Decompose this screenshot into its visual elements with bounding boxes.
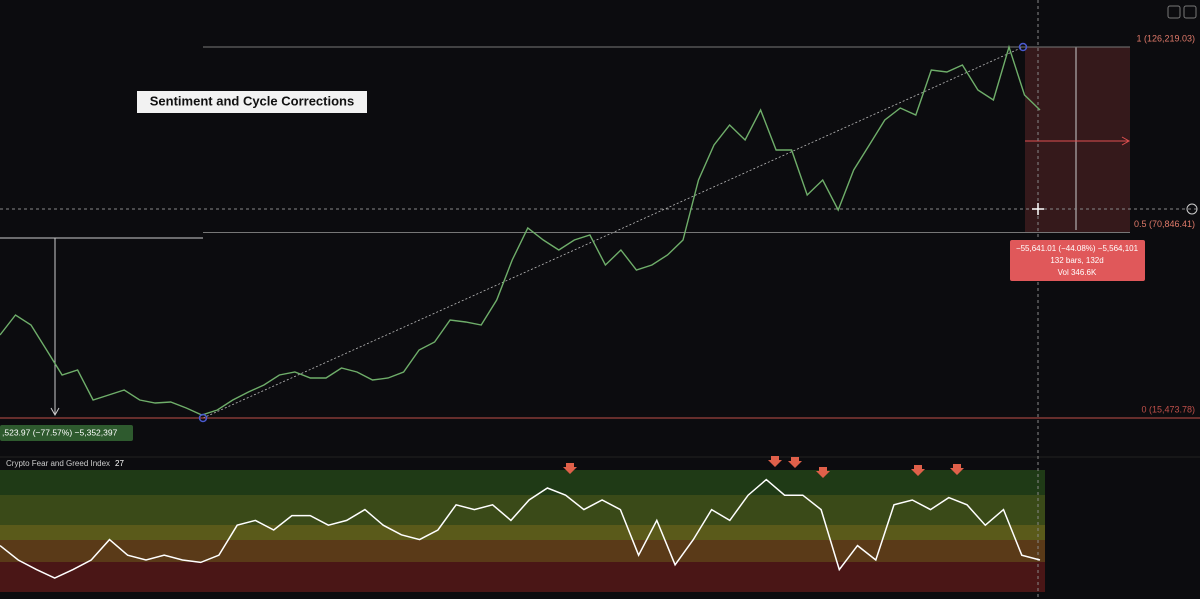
- arrow: [950, 464, 964, 475]
- band-extreme-fear: [0, 562, 1045, 592]
- band-neutral: [0, 525, 1045, 540]
- fib-label: 0 (15,473.78): [1141, 404, 1195, 414]
- arrow: [788, 457, 802, 468]
- measure-region: [1025, 47, 1130, 233]
- measure-left-box: [0, 425, 133, 441]
- fib-label: 1 (126,219.03): [1136, 33, 1195, 43]
- measure-arrowhead: [1121, 136, 1131, 146]
- measure-text: 132 bars, 132d: [1050, 256, 1103, 265]
- fib-label: 0.5 (70,846.41): [1134, 219, 1195, 229]
- band-extreme-greed: [0, 470, 1045, 495]
- price-line: [0, 44, 1041, 416]
- measure-box: [1010, 240, 1145, 281]
- download-button[interactable]: [1167, 5, 1181, 19]
- anchor-high: [1018, 42, 1028, 52]
- signal-arrows: [563, 456, 964, 478]
- arrow: [563, 463, 577, 474]
- title-box: [137, 91, 367, 113]
- measure-text: Vol 346.6K: [1058, 268, 1097, 277]
- title: Sentiment and Cycle Corrections: [150, 93, 354, 108]
- band-fear: [0, 540, 1045, 562]
- measure-text: −55,641.01 (−44.08%) −5,564,101: [1016, 244, 1139, 253]
- anchor-low: [198, 413, 208, 423]
- measure-left-text: ,523.97 (−77.57%) −5,352,397: [2, 427, 118, 437]
- indicator-name: Crypto Fear and Greed Index: [6, 459, 110, 468]
- add-button[interactable]: [1186, 203, 1198, 215]
- cursor: [1032, 203, 1044, 215]
- arrow: [816, 467, 830, 478]
- left-arrowhead: [50, 407, 60, 417]
- fear-greed-line: [0, 478, 1041, 579]
- indicator-value: 27: [115, 459, 124, 468]
- arrow: [911, 465, 925, 476]
- band-greed: [0, 495, 1045, 525]
- arrow: [768, 456, 782, 467]
- snapshot-button[interactable]: [1183, 5, 1197, 19]
